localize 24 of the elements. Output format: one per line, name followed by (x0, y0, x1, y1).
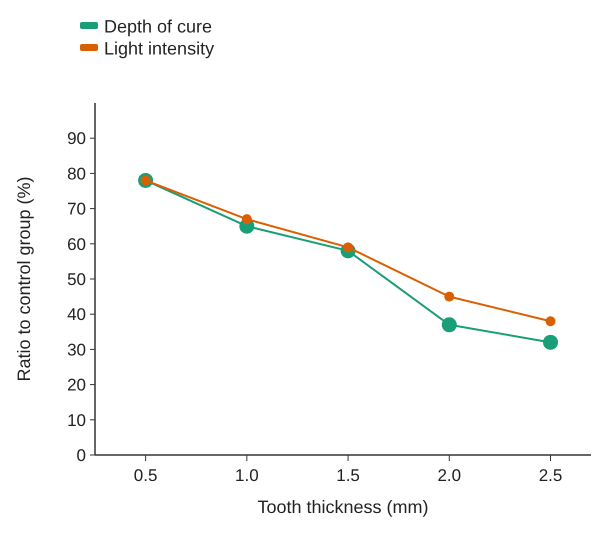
x-axis-title: Tooth thickness (mm) (257, 497, 429, 517)
y-tick-label: 30 (67, 340, 86, 360)
point (242, 214, 252, 224)
point (543, 334, 558, 350)
y-axis-title: Ratio to control group (%) (14, 176, 34, 382)
point (546, 316, 556, 326)
x-tick-label: 0.5 (134, 466, 158, 485)
x-tick-label: 2.0 (437, 466, 462, 485)
x-tick-label: 1.5 (336, 466, 360, 485)
y-tick-label: 10 (67, 410, 86, 430)
legend-label: Light intensity (104, 38, 214, 58)
y-tick-label: 40 (67, 305, 86, 324)
point (442, 317, 457, 332)
y-tick-label: 50 (67, 270, 86, 289)
y-tick-label: 60 (67, 234, 86, 254)
y-tick-label: 90 (67, 129, 86, 148)
x-tick-label: 2.5 (538, 466, 562, 485)
point (444, 292, 454, 302)
y-tick-label: 20 (67, 376, 86, 395)
legend-label: Depth of cure (104, 16, 212, 36)
y-tick-label: 70 (67, 200, 86, 219)
y-tick-label: 80 (67, 164, 86, 184)
x-tick-label: 1.0 (235, 466, 259, 485)
y-tick-label: 0 (76, 446, 86, 465)
